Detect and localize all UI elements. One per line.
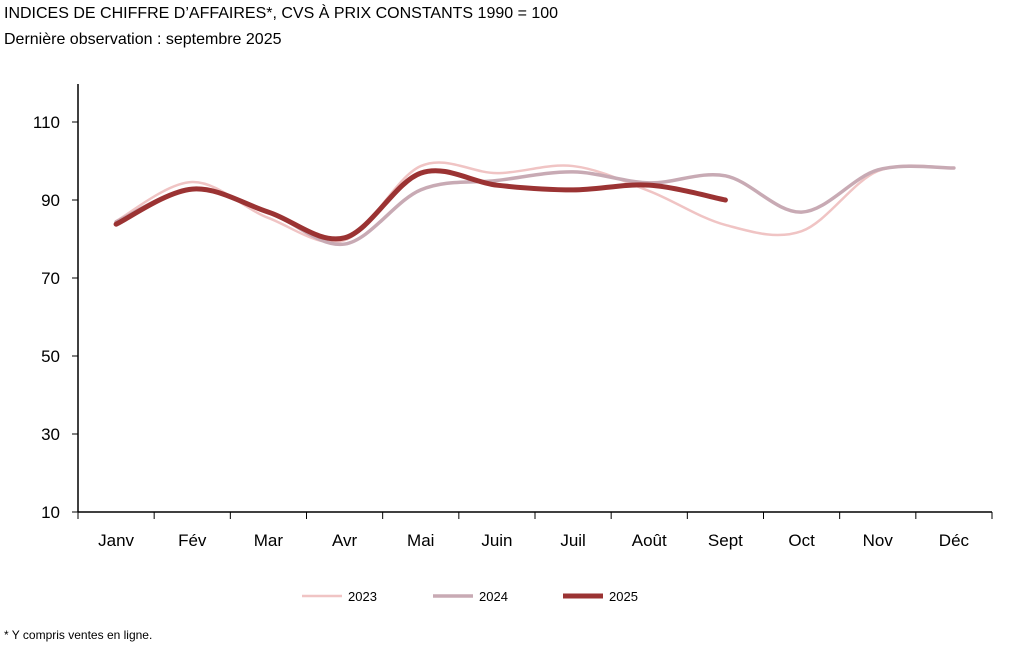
x-tick-label: Avr: [332, 531, 358, 550]
y-tick-label: 50: [41, 347, 60, 366]
x-tick-label: Déc: [939, 531, 970, 550]
y-tick-label: 10: [41, 503, 60, 522]
x-tick-label: Nov: [863, 531, 894, 550]
series-line-2024: [114, 164, 956, 247]
x-tick-label: Août: [632, 531, 667, 550]
series-line-2023: [114, 161, 956, 244]
y-tick-label: 70: [41, 269, 60, 288]
footnote: * Y compris ventes en ligne.: [4, 628, 153, 642]
y-tick-label: 30: [41, 425, 60, 444]
x-tick-label: Janv: [98, 531, 134, 550]
series-line-2025: [113, 168, 728, 242]
x-tick-label: Oct: [788, 531, 815, 550]
x-tick-label: Juin: [481, 531, 512, 550]
chart-subtitle: Dernière observation : septembre 2025: [4, 31, 282, 48]
x-tick-label: Sept: [708, 531, 743, 550]
y-tick-label: 110: [33, 113, 60, 132]
chart-title: INDICES DE CHIFFRE D’AFFAIRES*, CVS À PR…: [4, 5, 559, 22]
x-tick-label: Fév: [178, 531, 207, 550]
y-tick-label: 90: [41, 191, 60, 210]
legend-label-2025: 2025: [609, 589, 638, 604]
x-tick-label: Mai: [407, 531, 434, 550]
legend-label-2024: 2024: [479, 589, 508, 604]
x-tick-label: Juil: [560, 531, 586, 550]
legend-label-2023: 2023: [348, 589, 377, 604]
x-tick-label: Mar: [254, 531, 284, 550]
